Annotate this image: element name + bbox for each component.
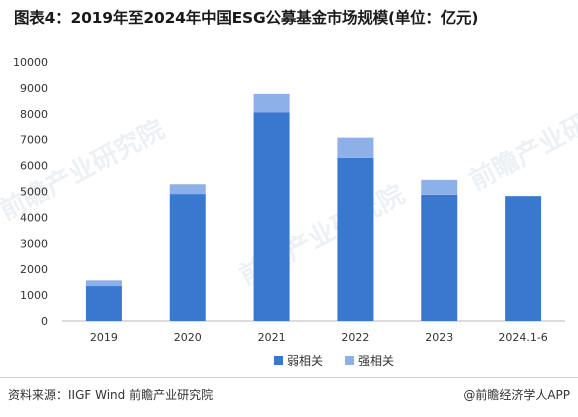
y-tick-label: 8000 bbox=[20, 108, 48, 121]
x-tick-label: 2021 bbox=[258, 331, 286, 344]
legend-swatch-weak bbox=[273, 356, 283, 365]
brand-note: @前瞻经济学人APP bbox=[463, 388, 570, 402]
x-tick-label: 2022 bbox=[341, 331, 369, 344]
y-tick-label: 0 bbox=[41, 315, 48, 328]
bar-segment-strong bbox=[253, 93, 290, 113]
x-tick-label: 2020 bbox=[174, 331, 202, 344]
bar-segment-weak bbox=[169, 194, 206, 321]
bar-segment-strong bbox=[421, 179, 458, 195]
bar-segment-weak bbox=[337, 157, 374, 321]
legend-label-strong: 强相关 bbox=[358, 354, 395, 368]
y-tick-label: 9000 bbox=[20, 82, 48, 95]
y-tick-label: 6000 bbox=[20, 160, 48, 173]
y-tick-label: 3000 bbox=[20, 237, 48, 250]
legend-item-weak: 弱相关 bbox=[273, 352, 323, 369]
bar-segment-strong bbox=[85, 280, 122, 287]
x-tick-label: 2024.1-6 bbox=[498, 331, 547, 344]
y-tick-label: 5000 bbox=[20, 186, 48, 199]
x-tick-label: 2019 bbox=[90, 331, 118, 344]
bar-segment-strong bbox=[337, 137, 374, 158]
source-note: 资料来源：IIGF Wind 前瞻产业研究院 bbox=[8, 388, 214, 402]
y-tick-label: 2000 bbox=[20, 263, 48, 276]
y-tick-label: 1000 bbox=[20, 289, 48, 302]
bar-segment-strong bbox=[169, 184, 206, 195]
y-tick-label: 10000 bbox=[13, 56, 48, 69]
footer-divider bbox=[0, 377, 578, 378]
legend-swatch-strong bbox=[345, 356, 354, 365]
y-tick-label: 7000 bbox=[20, 134, 48, 147]
bar-segment-weak bbox=[253, 112, 290, 321]
bar-segment-weak bbox=[505, 196, 542, 321]
chart-title: 图表4：2019年至2024年中国ESG公募基金市场规模(单位：亿元) bbox=[14, 9, 479, 27]
bar-segment-weak bbox=[85, 286, 122, 321]
x-tick-label: 2023 bbox=[425, 331, 453, 344]
legend: 弱相关 强相关 bbox=[0, 352, 578, 369]
legend-item-strong: 强相关 bbox=[345, 352, 394, 369]
y-tick-label: 4000 bbox=[20, 211, 48, 224]
legend-label-weak: 弱相关 bbox=[286, 354, 323, 368]
bar-segment-weak bbox=[421, 194, 458, 321]
